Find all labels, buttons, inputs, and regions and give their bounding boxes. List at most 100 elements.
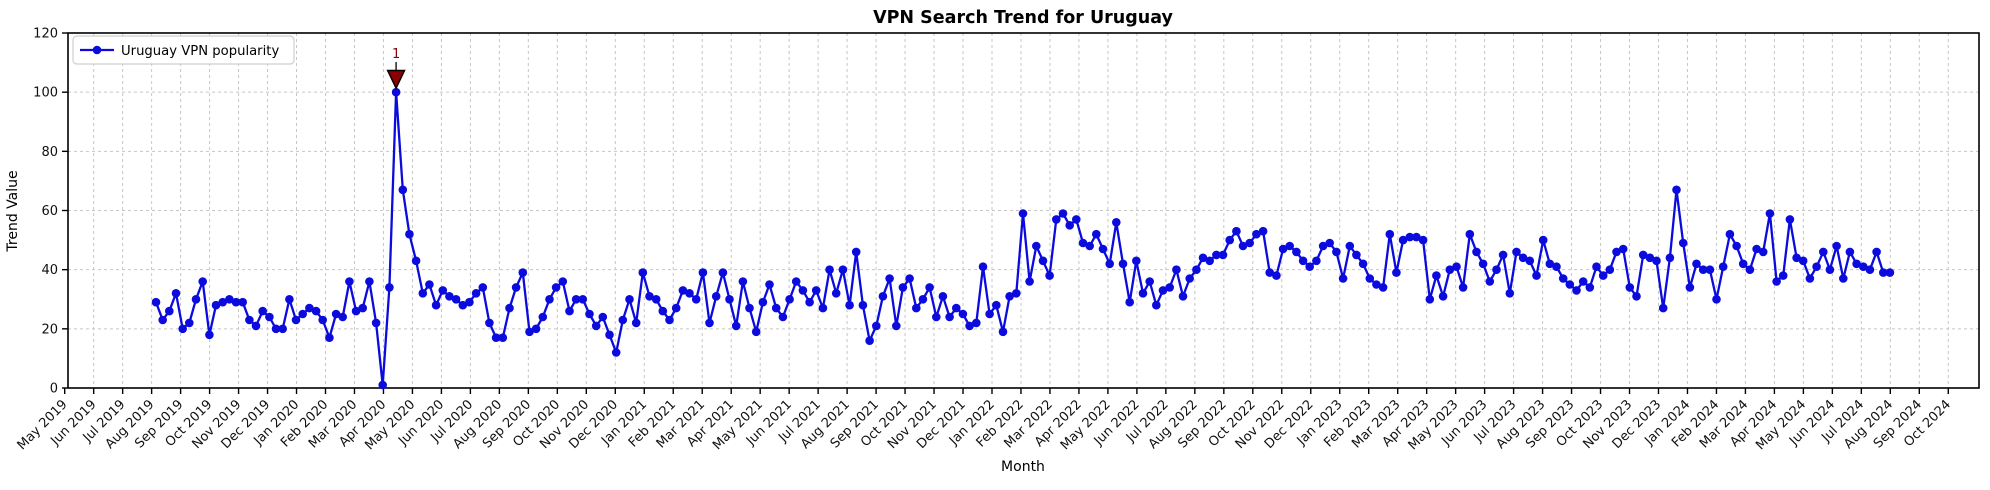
data-point-marker [1378,283,1388,292]
data-point-marker [1258,226,1268,236]
data-point-marker [245,315,254,325]
data-point-marker [1218,250,1228,260]
data-point-marker [1732,241,1741,251]
data-point-marker [992,300,1001,310]
data-point-marker [298,309,308,319]
data-point-marker [1545,259,1555,269]
data-point-marker [538,312,548,322]
data-point-marker [1245,238,1254,248]
data-point-marker [918,295,928,304]
data-point-marker [238,297,247,307]
y-tick-label: 60 [41,204,58,219]
data-point-marker [478,283,488,292]
data-point-marker [325,333,334,343]
legend-entry-label: Uruguay VPN popularity [121,44,279,59]
data-point-marker [1405,232,1415,242]
data-point-marker [798,286,808,295]
data-point-marker [1105,259,1114,269]
data-point-marker [611,348,621,357]
data-point-marker [685,289,694,298]
data-point-marker [545,295,554,304]
data-point-marker [565,306,574,316]
data-point-marker [165,306,174,316]
chart-title: VPN Search Trend for Uruguay [873,8,1173,28]
data-point-marker [318,315,328,325]
data-point-marker [1798,256,1808,266]
data-point-marker [658,306,668,316]
data-point-marker [405,229,414,239]
data-point-marker [625,295,634,304]
data-point-marker [1885,268,1895,277]
data-point-marker [171,289,181,298]
data-point-marker [952,303,961,313]
data-point-marker [938,292,948,301]
data-point-marker [1578,277,1588,286]
data-point-marker [738,277,748,286]
data-point-marker [1498,250,1508,260]
data-point-marker [1138,289,1148,298]
data-point-marker [1332,247,1341,257]
y-tick-label: 80 [41,145,58,160]
legend-marker-icon [92,45,102,55]
data-point-marker [691,295,701,304]
data-point-marker [1718,262,1728,272]
data-point-marker [1112,218,1121,227]
data-point-marker [631,318,641,328]
data-point-marker [1698,265,1708,275]
data-point-marker [1385,229,1395,239]
data-point-marker [1358,259,1368,269]
data-point-marker [1745,265,1755,275]
y-tick-label: 120 [33,27,58,42]
data-point-marker [1845,247,1855,257]
data-point-marker [1032,241,1041,251]
y-tick-label: 100 [33,86,58,101]
data-point-marker [438,286,448,295]
data-point-marker [1585,283,1595,292]
data-point-marker [505,303,514,313]
data-point-marker [1172,265,1181,275]
data-point-marker [725,295,734,304]
y-tick-label: 40 [41,263,58,278]
data-point-marker [1152,300,1161,310]
data-point-marker [1605,265,1615,275]
data-point-marker [598,312,608,322]
data-point-marker [1278,244,1288,254]
data-point-marker [265,312,274,322]
data-point-marker [191,295,201,304]
data-point-marker [1018,209,1028,218]
data-point-marker [465,297,474,307]
y-tick-label: 0 [50,382,58,397]
data-point-marker [1872,247,1881,257]
data-point-marker [225,295,234,304]
data-point-marker [1685,283,1695,292]
data-point-marker [1065,221,1074,230]
data-point-marker [1652,256,1661,266]
data-point-marker [1252,229,1261,239]
data-point-marker [385,283,394,292]
data-point-marker [1212,250,1221,260]
data-point-marker [1072,215,1081,224]
data-point-marker [1819,247,1828,257]
data-point-marker [758,297,768,307]
data-point-marker [1752,244,1761,254]
data-point-marker [331,309,341,319]
data-point-marker [998,327,1008,337]
data-point-marker [958,309,968,319]
data-point-marker [1085,241,1094,251]
data-point-marker [1305,262,1314,272]
data-point-marker [1432,271,1441,280]
data-point-marker [872,321,881,331]
data-point-marker [338,312,348,322]
data-point-marker [1765,209,1775,218]
data-point-marker [518,268,528,277]
data-point-marker [558,277,568,286]
legend-box [72,35,295,65]
data-point-marker [751,327,761,337]
data-point-marker [431,300,441,310]
data-point-marker [1298,256,1308,266]
data-point-marker [1285,241,1294,251]
data-point-marker [1025,277,1034,286]
data-point-marker [345,277,354,286]
data-point-marker [638,268,648,277]
